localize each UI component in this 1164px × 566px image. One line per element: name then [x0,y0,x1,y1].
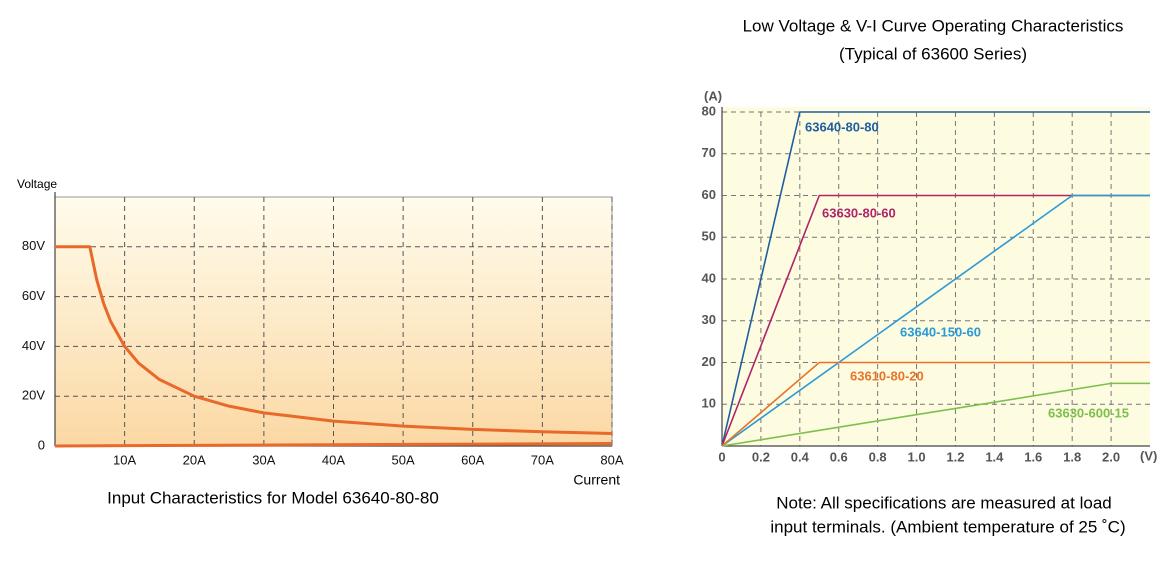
y-tick-label: 50 [702,229,716,244]
series-line [55,245,613,436]
x-tick-label: 1.2 [946,449,964,464]
x-tick-label: 50A [392,452,415,467]
x-tick-label: 40A [322,452,345,467]
series-line [721,194,1150,447]
y-axis-label: (A) [704,88,722,103]
y-tick-label: 20V [22,388,45,403]
x-tick-label: 0.6 [830,449,848,464]
y-axis-label: Voltage [17,177,57,191]
series-label: 63610-80-20 [850,368,924,383]
x-tick-label: 2.0 [1102,449,1120,464]
x-tick-label: 60A [461,452,484,467]
y-tick-label: 60 [702,187,716,202]
series-label: 63630-80-60 [822,205,896,220]
y-tick-label: 20 [702,354,716,369]
series-line [721,361,1150,447]
x-tick-label: 0.4 [791,449,810,464]
x-tick-label: 1.6 [1024,449,1042,464]
y-tick-label: 10 [702,396,716,411]
note: input terminals. (Ambient temperature of… [770,517,1125,536]
x-tick-label: 20A [183,452,206,467]
x-tick-label: 1.4 [985,449,1004,464]
x-axis-label: (V) [1140,448,1157,463]
series-line [721,111,1150,447]
x-tick-label: 1.8 [1063,449,1081,464]
y-tick-label: 70 [702,145,716,160]
y-tick-label: 40V [22,338,45,353]
y-tick-label: 80V [22,238,45,253]
chart-title: Low Voltage & V-I Curve Operating Charac… [743,16,1124,35]
x-tick-label: 30A [252,452,275,467]
y-tick-label: 40 [702,270,716,285]
x-tick-label: 80A [600,452,623,467]
series-line [54,442,613,448]
x-tick-label: 0 [718,449,725,464]
x-tick-label: 1.0 [908,449,926,464]
x-axis-label: Current [573,472,620,488]
series-label: 63630-600-15 [1048,405,1129,420]
x-tick-label: 10A [113,452,136,467]
x-tick-label: 0.8 [869,449,887,464]
note: Note: All specifications are measured at… [776,493,1111,512]
chart-subtitle: (Typical of 63600 Series) [839,44,1027,63]
series-label: 63640-80-80 [805,119,879,134]
y-tick-label: 60V [22,288,45,303]
chart-title: Input Characteristics for Model 63640-80… [107,488,439,507]
series-line [721,382,1150,447]
plot-area [722,107,1150,446]
x-tick-label: 70A [531,452,554,467]
y-tick-label: 30 [702,312,716,327]
y-tick-label: 80 [702,103,716,118]
series-label: 63640-150-60 [900,324,981,339]
y-tick-label: 0 [38,437,45,452]
x-tick-label: 0.2 [752,449,770,464]
